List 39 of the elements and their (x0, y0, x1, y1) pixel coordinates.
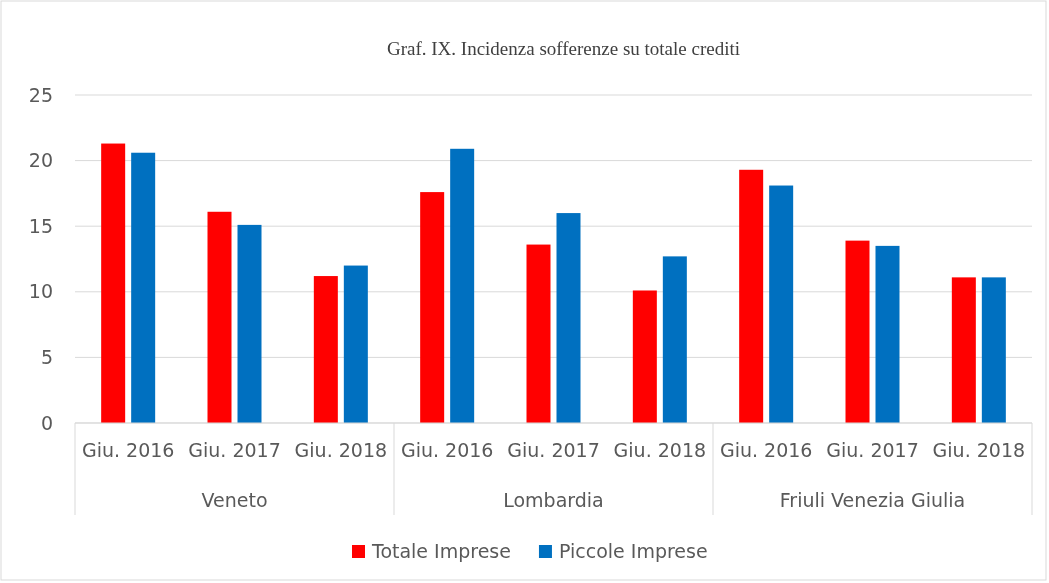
text: Friuli Venezia Giulia (779, 489, 966, 511)
bar (981, 277, 1006, 423)
x-tick-label: Giu. 2017 (826, 439, 919, 462)
x-tick-label: Giu. 2017 (188, 439, 281, 462)
bar (526, 244, 551, 423)
bar (101, 143, 126, 423)
legend-label: Piccole Imprese (558, 540, 708, 562)
text: Veneto (201, 489, 268, 511)
bar (662, 256, 687, 423)
bar (450, 148, 475, 423)
y-tick-label: 5 (40, 345, 53, 368)
bar (556, 213, 581, 423)
bar (207, 211, 232, 423)
y-tick-label: 10 (28, 280, 53, 303)
x-tick-label: Giu. 2016 (400, 439, 494, 462)
bar (951, 277, 976, 423)
x-tick-label: Giu. 2017 (507, 439, 600, 462)
text: Lombardia (503, 489, 604, 511)
y-tick-label: 20 (28, 149, 53, 172)
bar (769, 185, 794, 423)
legend-label: Totale Imprese (371, 540, 511, 562)
x-tick-label: Giu. 2018 (613, 439, 707, 462)
bar (237, 224, 262, 423)
bar (131, 152, 156, 423)
y-tick-label: 0 (40, 411, 53, 434)
chart-title: Graf. IX. Incidenza sofferenze su totale crediti (386, 38, 741, 59)
bar (313, 276, 338, 423)
bar (739, 169, 764, 423)
bar (343, 265, 368, 423)
x-tick-label: Giu. 2018 (932, 439, 1026, 462)
bar (420, 192, 445, 423)
y-tick-label: 15 (28, 214, 53, 237)
bar (845, 240, 870, 423)
bar (875, 245, 900, 423)
bar (632, 290, 657, 423)
x-tick-label: Giu. 2016 (81, 439, 175, 462)
x-tick-label: Giu. 2018 (294, 439, 388, 462)
x-tick-label: Giu. 2016 (719, 439, 813, 462)
y-tick-label: 25 (28, 83, 53, 106)
